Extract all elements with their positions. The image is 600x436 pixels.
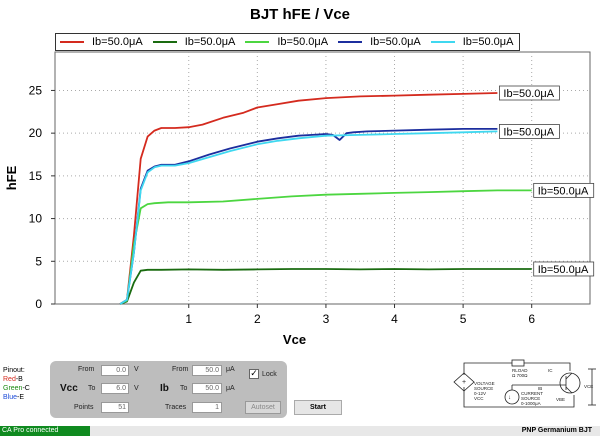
pnp-transistor-icon [559,372,581,394]
device-type: PNP Germanium BJT [521,427,592,434]
series-line-2 [119,189,532,305]
legend-item-0: Ib=50.0μA [60,36,143,48]
x-tick-label: 6 [528,312,535,326]
points-label: Points [74,404,94,411]
end-label-2: Ib=50.0μA [538,185,589,197]
ib-to-input[interactable]: 50.0 [192,383,222,394]
pinout-title: Pinout: [3,367,25,374]
status-bar: CA Pro connected PNP Germanium BJT [0,426,600,436]
voltage-source-icon [453,372,475,392]
ib-from-input[interactable]: 50.0 [192,365,222,376]
y-tick-label: 20 [29,126,43,140]
legend-swatch-1 [152,41,177,43]
voltage-source-label-3: 0-12V [474,391,486,396]
legend-item-4: Ib=50.0μA [430,36,514,48]
legend-label-3: Ib=50.0μA [370,36,421,48]
traces-label: Traces [165,404,187,411]
ib-circuit-label: IB [538,386,542,391]
legend-label-4: Ib=50.0μA [462,36,514,48]
legend-swatch-3 [338,41,363,43]
chart-title: BJT hFE / Vce [249,6,351,23]
legend-item-2: Ib=50.0μA [245,36,328,48]
ib-to-label: To [180,385,188,392]
vcc-from-unit: V [134,366,139,373]
legend-swatch-0 [60,41,84,43]
y-tick-label: 10 [29,212,43,226]
end-label-0: Ib=50.0μA [503,88,554,100]
legend-label-2: Ib=50.0μA [277,36,329,48]
y-tick-label: 25 [29,83,43,97]
chart-legend: Ib=50.0μA Ib=50.0μA Ib=50.0μA Ib=50.0μA Ib=5… [55,33,521,51]
ib-label: Ib [160,383,169,394]
pinout-red-b: Red-B [3,376,23,383]
current-source-label-3: 0-1000μA [521,401,541,406]
end-label-box-2 [533,182,595,198]
ic-label: IC [548,368,553,373]
traces-input[interactable]: 1 [192,402,222,413]
voltage-source-label-2: SOURCE [474,386,493,391]
legend-swatch-2 [245,41,270,43]
lock-label: Lock [262,371,277,378]
y-tick-label: 0 [35,297,42,311]
x-tick-label: 1 [185,312,192,326]
end-label-box-1 [533,261,595,277]
series-line-4 [119,130,498,305]
y-tick-label: 15 [29,169,43,183]
circuit-diagram: + ↓ VOLTAGE SOURCE 0-12V VCC CURRENT SOU… [453,359,596,408]
vsrc-plus-icon: + [462,379,466,386]
voltage-source-label-4: VCC [474,396,484,401]
current-source-label-2: SOURCE [521,396,540,401]
ib-from-label: From [172,366,189,373]
vcc-from-input[interactable]: 0.0 [101,365,129,376]
legend-item-3: Ib=50.0μA [338,36,421,48]
rload-resistor [511,359,525,367]
series-line-1 [119,268,532,305]
vcc-from-label: From [78,366,95,373]
end-label-box-4 [499,124,560,139]
end-label-4: Ib=50.0μA [503,126,554,138]
vcc-to-label: To [88,385,96,392]
vcc-label: Vcc [60,383,78,394]
end-label-box-0 [499,85,560,101]
pinout-legend: Pinout: Red-B Green-C Blue-E [3,366,30,402]
legend-item-1: Ib=50.0μA [152,36,236,48]
lock-checkbox[interactable]: ✓ [249,369,259,379]
series-line-0 [119,92,498,305]
current-source-label-1: CURRENT [521,391,543,396]
rload-value: Ω 700Ω [512,373,528,378]
series-line-3 [119,127,498,305]
rload-label: RLOAD [512,368,528,373]
legend-swatch-4 [430,41,455,43]
voltage-source-label-1: VOLTAGE [474,381,495,386]
connection-status: CA Pro connected [0,426,90,436]
x-tick-label: 3 [323,312,330,326]
ib-from-unit: μA [226,366,235,373]
legend-label-1: Ib=50.0μA [184,36,236,48]
x-tick-label: 2 [254,312,261,326]
x-tick-label: 4 [391,312,398,326]
y-axis-label: hFE [4,165,19,190]
x-tick-label: 5 [460,312,467,326]
hfe-vce-plot: 1 2 3 4 5 6 0 5 10 15 20 25 Vce hFE Ib=50.0μA Ib=50.0μA… [4,51,595,345]
autoset-button[interactable]: Autoset [245,401,281,414]
x-axis-label: Vce [283,332,306,345]
isrc-arrow-icon: ↓ [508,395,511,401]
vcc-to-input[interactable]: 6.0 [101,383,129,394]
y-tick-label: 5 [35,254,42,268]
points-input[interactable]: 51 [101,402,129,413]
vcc-to-unit: V [134,385,139,392]
pinout-green-c: Green-C [3,385,30,392]
vce-circuit-label: VCE [584,384,593,389]
pinout-blue-e: Blue-E [3,394,25,401]
start-button[interactable]: Start [294,400,342,415]
vbe-label: VBE [556,397,565,402]
legend-label-0: Ib=50.0μA [92,36,143,48]
end-label-1: Ib=50.0μA [538,264,589,276]
ib-to-unit: μA [226,385,235,392]
